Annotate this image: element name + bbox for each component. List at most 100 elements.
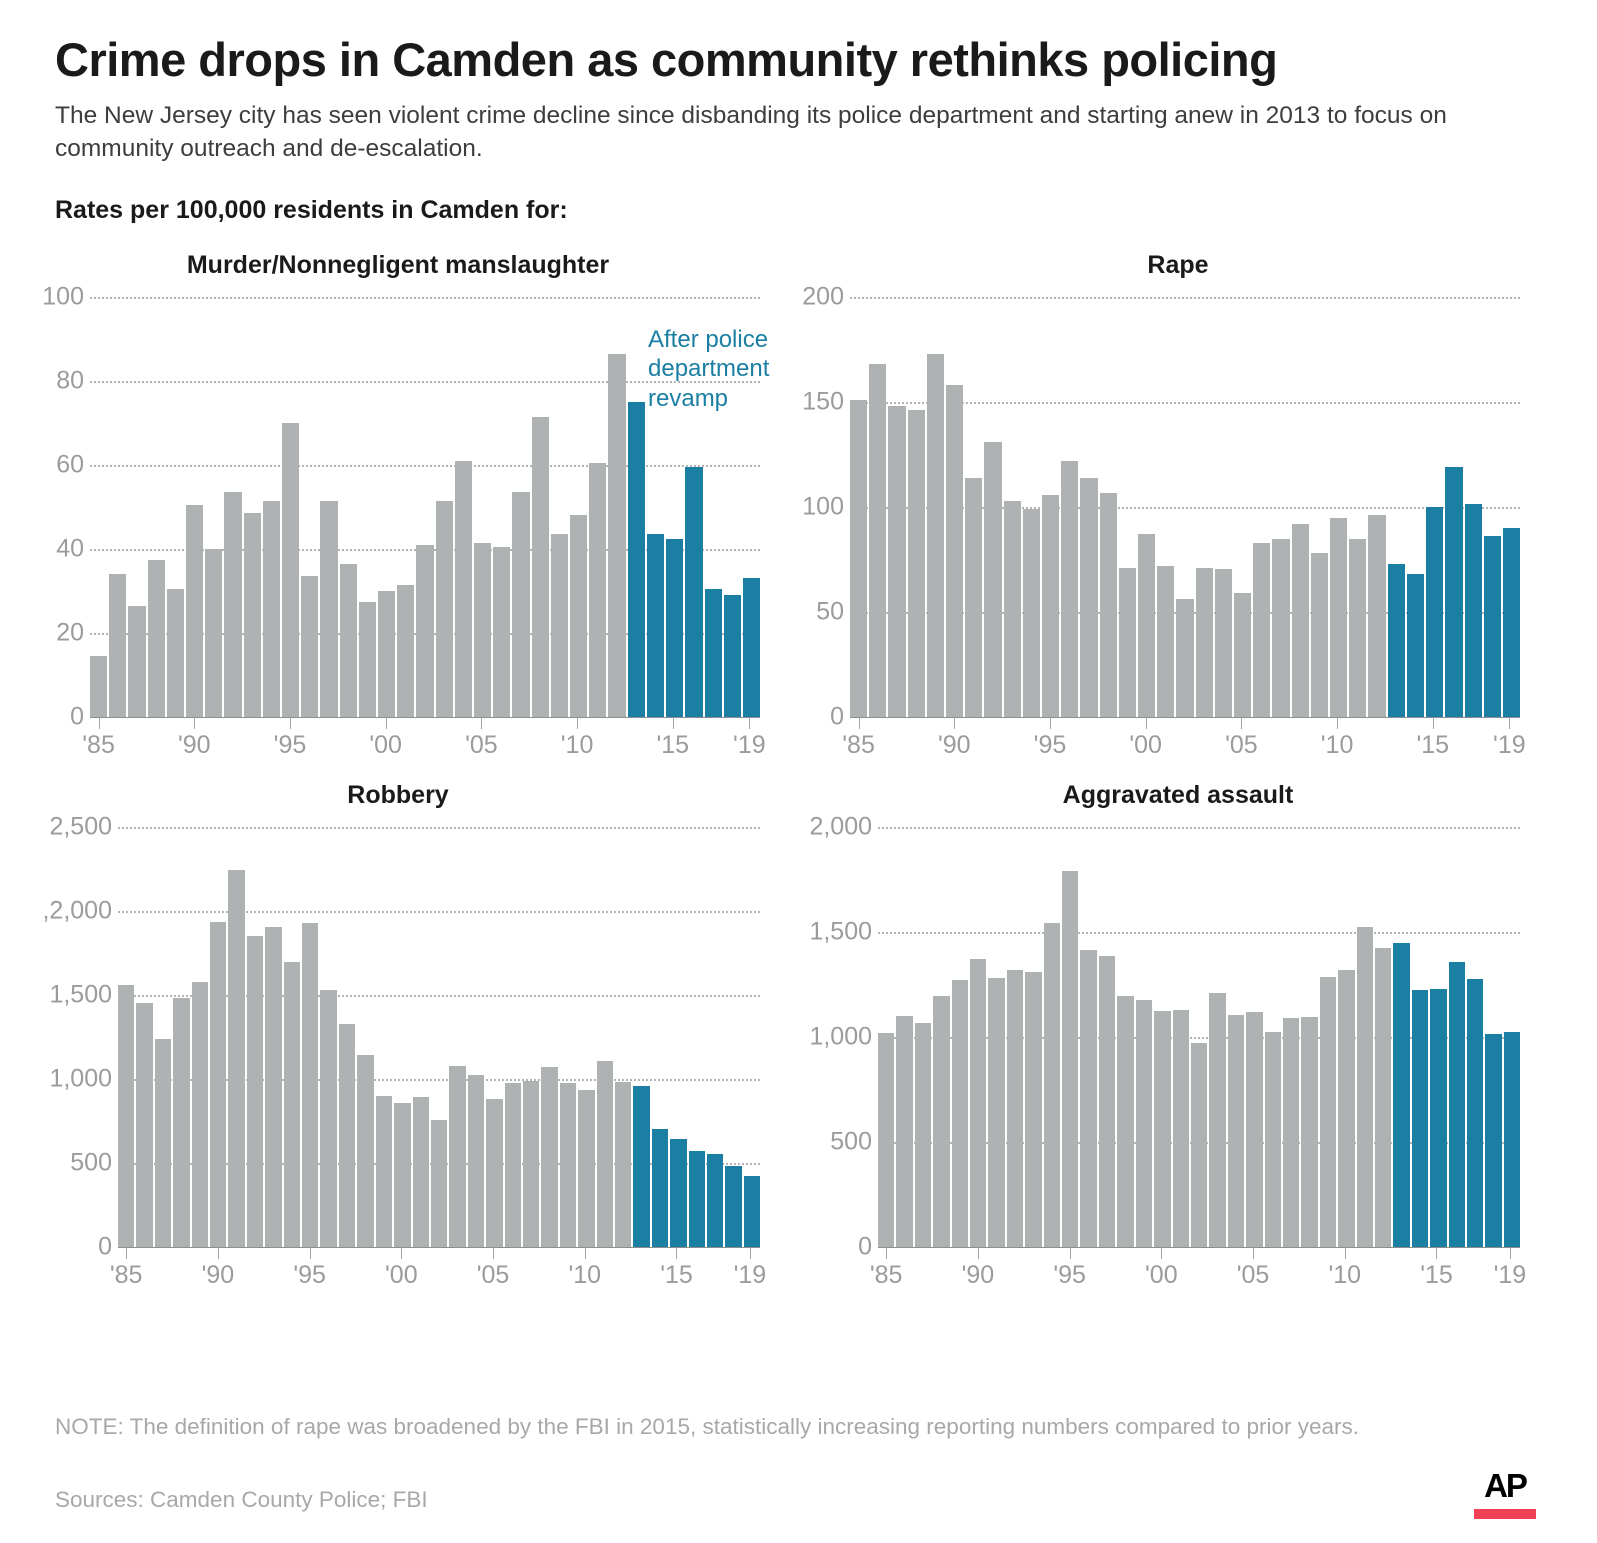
bar[interactable] <box>888 406 906 717</box>
bar[interactable] <box>907 410 925 717</box>
bar[interactable] <box>338 1023 356 1247</box>
bar[interactable] <box>1190 1043 1208 1247</box>
bar[interactable] <box>878 1032 895 1247</box>
bar[interactable] <box>1291 523 1309 717</box>
bar[interactable] <box>951 980 969 1247</box>
bar[interactable] <box>1264 1031 1281 1247</box>
bar[interactable] <box>1042 495 1060 717</box>
bar[interactable] <box>154 1038 172 1247</box>
bar[interactable] <box>1448 962 1465 1247</box>
bar[interactable] <box>1022 509 1041 717</box>
bar[interactable] <box>933 996 950 1247</box>
bar[interactable] <box>1406 574 1425 717</box>
bar[interactable] <box>550 534 569 717</box>
bar[interactable] <box>1310 553 1329 717</box>
bar[interactable] <box>282 423 300 717</box>
bar[interactable] <box>243 513 261 717</box>
bar[interactable] <box>1154 1010 1171 1247</box>
bar[interactable] <box>358 601 377 717</box>
bar[interactable] <box>646 534 665 717</box>
bar[interactable] <box>166 588 185 717</box>
bar[interactable] <box>1098 956 1116 1247</box>
bar[interactable] <box>357 1054 374 1247</box>
bar[interactable] <box>1368 515 1386 717</box>
bar[interactable] <box>1374 947 1392 1247</box>
bar[interactable] <box>1282 1018 1300 1247</box>
bar[interactable] <box>339 563 357 717</box>
bar[interactable] <box>743 1176 761 1247</box>
bar[interactable] <box>1467 979 1484 1247</box>
bar[interactable] <box>970 959 987 1247</box>
bar[interactable] <box>1006 969 1024 1247</box>
bar[interactable] <box>1209 992 1226 1247</box>
bar[interactable] <box>1330 517 1348 717</box>
bar[interactable] <box>375 1095 393 1247</box>
bar[interactable] <box>109 574 127 717</box>
bar[interactable] <box>493 546 511 717</box>
bar[interactable] <box>627 402 645 717</box>
bar[interactable] <box>397 584 415 717</box>
bar[interactable] <box>246 936 264 1247</box>
bar[interactable] <box>320 500 338 717</box>
bar[interactable] <box>265 926 282 1247</box>
bar[interactable] <box>596 1060 613 1247</box>
bar[interactable] <box>685 467 703 717</box>
bar[interactable] <box>1338 969 1355 1247</box>
bar[interactable] <box>570 515 588 717</box>
bar[interactable] <box>666 538 684 717</box>
bar[interactable] <box>1061 460 1079 717</box>
bar[interactable] <box>1080 949 1097 1247</box>
bar[interactable] <box>320 989 337 1247</box>
bar[interactable] <box>988 978 1005 1247</box>
bar[interactable] <box>578 1089 595 1247</box>
bar[interactable] <box>136 1002 153 1247</box>
bar[interactable] <box>1117 996 1134 1247</box>
bar[interactable] <box>914 1023 932 1247</box>
bar[interactable] <box>946 385 964 717</box>
bar[interactable] <box>1485 1033 1502 1247</box>
bar[interactable] <box>704 588 722 717</box>
bar[interactable] <box>394 1103 411 1247</box>
bar[interactable] <box>1301 1017 1318 1247</box>
bar[interactable] <box>1411 989 1429 1247</box>
bar[interactable] <box>531 416 549 717</box>
bar[interactable] <box>1099 493 1117 717</box>
bar[interactable] <box>467 1074 485 1247</box>
bar[interactable] <box>589 462 607 717</box>
bar[interactable] <box>1253 542 1271 717</box>
bar[interactable] <box>688 1151 705 1247</box>
bar[interactable] <box>707 1153 724 1247</box>
bar[interactable] <box>965 477 983 717</box>
bar[interactable] <box>147 559 165 717</box>
bar[interactable] <box>454 460 473 717</box>
bar[interactable] <box>191 982 209 1247</box>
bar[interactable] <box>559 1083 577 1247</box>
bar[interactable] <box>1157 565 1175 717</box>
bar[interactable] <box>1080 477 1098 717</box>
bar[interactable] <box>1272 538 1290 717</box>
bar[interactable] <box>262 500 281 717</box>
bar[interactable] <box>486 1099 503 1247</box>
bar[interactable] <box>1356 926 1373 1247</box>
bar[interactable] <box>1234 593 1252 717</box>
bar[interactable] <box>1118 567 1137 717</box>
bar[interactable] <box>301 576 319 717</box>
bar[interactable] <box>378 591 396 717</box>
bar[interactable] <box>1445 467 1463 717</box>
bar[interactable] <box>1387 563 1405 717</box>
bar[interactable] <box>670 1139 687 1247</box>
bar[interactable] <box>205 549 223 717</box>
bar[interactable] <box>1430 988 1447 1247</box>
bar[interactable] <box>1172 1009 1189 1247</box>
bar[interactable] <box>608 353 626 717</box>
bar[interactable] <box>412 1096 429 1247</box>
bar[interactable] <box>1227 1014 1245 1247</box>
bar[interactable] <box>614 1082 632 1247</box>
bar[interactable] <box>449 1066 466 1247</box>
bar[interactable] <box>1138 534 1156 717</box>
bar[interactable] <box>504 1083 521 1247</box>
bar[interactable] <box>723 595 741 717</box>
bar[interactable] <box>1319 977 1337 1247</box>
bar[interactable] <box>186 504 204 717</box>
bar[interactable] <box>850 399 868 717</box>
